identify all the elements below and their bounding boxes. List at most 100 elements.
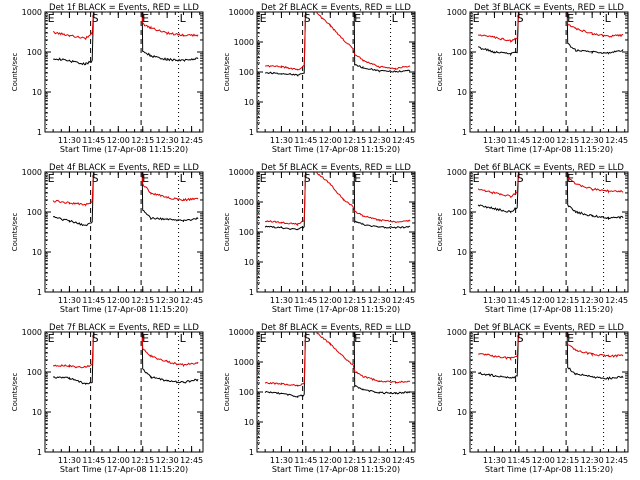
y-tick-label: 10 bbox=[32, 88, 42, 97]
x-tick-label: 11:30 bbox=[58, 136, 81, 145]
x-axis-label: Start Time (17-Apr-08 11:15:20) bbox=[485, 145, 613, 154]
panel-title: Det 9f BLACK = Events, RED = LLD bbox=[474, 323, 624, 333]
y-tick-label: 100 bbox=[239, 68, 254, 77]
marker-label: S bbox=[517, 172, 524, 185]
series-lld-line bbox=[52, 11, 199, 41]
marker-label: S bbox=[517, 332, 524, 345]
x-tick-label: 12:30 bbox=[156, 456, 179, 465]
marker-label: E bbox=[48, 332, 55, 345]
y-tick-label: 10 bbox=[244, 98, 254, 107]
y-tick-label: 1 bbox=[249, 128, 254, 137]
series-lld-line bbox=[264, 331, 411, 387]
y-axis-label: Counts/sec bbox=[223, 213, 231, 252]
x-axis-label: Start Time (17-Apr-08 11:15:20) bbox=[485, 305, 613, 314]
x-tick-label: 11:30 bbox=[483, 136, 506, 145]
x-tick-label: 11:30 bbox=[270, 456, 293, 465]
y-tick-label: 1000 bbox=[234, 358, 254, 367]
series-events-line bbox=[52, 331, 199, 386]
y-axis-label: Counts/sec bbox=[11, 213, 19, 252]
marker-label: E bbox=[142, 332, 149, 345]
panel-title: Det 8f BLACK = Events, RED = LLD bbox=[261, 323, 411, 333]
y-tick-label: 10 bbox=[244, 418, 254, 427]
series-events-line bbox=[477, 331, 624, 381]
marker-label: L bbox=[180, 172, 187, 185]
series-events-line bbox=[52, 11, 199, 66]
series-events-line bbox=[478, 11, 624, 57]
x-tick-label: 12:15 bbox=[556, 456, 579, 465]
marker-label: L bbox=[180, 332, 187, 345]
x-tick-label: 12:00 bbox=[107, 136, 130, 145]
panel-title: Det 1f BLACK = Events, RED = LLD bbox=[49, 3, 199, 13]
marker-label: E bbox=[260, 172, 267, 185]
series-lld-line bbox=[477, 11, 624, 43]
y-tick-label: 100 bbox=[452, 368, 467, 377]
marker-label: E bbox=[567, 332, 574, 345]
series-lld-line bbox=[264, 171, 411, 227]
x-tick-label: 12:30 bbox=[581, 456, 604, 465]
y-axis-label: Counts/sec bbox=[436, 373, 444, 412]
series-lld-line bbox=[477, 171, 624, 199]
y-tick-label: 100 bbox=[27, 208, 42, 217]
marker-label: L bbox=[180, 12, 187, 25]
y-tick-label: 10 bbox=[457, 248, 467, 257]
x-tick-label: 12:45 bbox=[180, 136, 203, 145]
y-tick-label: 1000 bbox=[22, 328, 42, 337]
x-tick-label: 12:45 bbox=[180, 296, 203, 305]
plot-frame bbox=[44, 171, 204, 293]
marker-label: E bbox=[48, 172, 55, 185]
x-tick-label: 12:15 bbox=[556, 136, 579, 145]
y-tick-label: 100 bbox=[27, 48, 42, 57]
y-tick-label: 1000 bbox=[22, 168, 42, 177]
y-tick-label: 10 bbox=[244, 258, 254, 267]
x-tick-label: 12:15 bbox=[343, 136, 366, 145]
panel-title: Det 7f BLACK = Events, RED = LLD bbox=[49, 323, 199, 333]
x-tick-label: 12:45 bbox=[605, 296, 628, 305]
x-tick-label: 12:00 bbox=[107, 456, 130, 465]
x-tick-label: 12:15 bbox=[131, 456, 154, 465]
marker-label: E bbox=[473, 332, 480, 345]
panel-title: Det 4f BLACK = Events, RED = LLD bbox=[49, 163, 199, 173]
x-tick-label: 11:45 bbox=[507, 136, 530, 145]
x-tick-label: 12:45 bbox=[392, 456, 415, 465]
x-axis-label: Start Time (17-Apr-08 11:15:20) bbox=[485, 465, 613, 474]
x-tick-label: 12:30 bbox=[368, 456, 391, 465]
series-events-line bbox=[477, 171, 624, 221]
marker-label: E bbox=[48, 12, 55, 25]
plot-frame bbox=[44, 331, 204, 453]
panel-title: Det 3f BLACK = Events, RED = LLD bbox=[474, 3, 624, 13]
y-tick-label: 1000 bbox=[447, 168, 467, 177]
series-lld-line bbox=[52, 331, 199, 369]
y-tick-label: 1 bbox=[37, 448, 42, 457]
x-tick-label: 11:30 bbox=[58, 296, 81, 305]
marker-label: E bbox=[260, 332, 267, 345]
y-tick-label: 100 bbox=[452, 208, 467, 217]
y-axis-label: Counts/sec bbox=[436, 213, 444, 252]
x-tick-label: 11:30 bbox=[270, 136, 293, 145]
x-tick-label: 12:00 bbox=[532, 456, 555, 465]
y-tick-label: 1000 bbox=[234, 198, 254, 207]
x-tick-label: 11:30 bbox=[270, 296, 293, 305]
x-tick-label: 12:45 bbox=[180, 456, 203, 465]
y-tick-label: 1 bbox=[462, 288, 467, 297]
x-tick-label: 11:45 bbox=[294, 456, 317, 465]
marker-label: E bbox=[142, 172, 149, 185]
x-tick-label: 12:00 bbox=[319, 456, 342, 465]
marker-label: S bbox=[304, 332, 311, 345]
x-tick-label: 12:30 bbox=[581, 296, 604, 305]
y-tick-label: 10000 bbox=[229, 328, 254, 337]
y-tick-label: 10000 bbox=[229, 168, 254, 177]
x-tick-label: 11:30 bbox=[483, 296, 506, 305]
marker-label: E bbox=[473, 172, 480, 185]
series-events-line bbox=[264, 171, 411, 231]
x-tick-label: 11:45 bbox=[82, 136, 105, 145]
y-tick-label: 100 bbox=[239, 388, 254, 397]
series-lld-line bbox=[265, 11, 411, 71]
series-events-line bbox=[264, 11, 411, 77]
series-lld-line bbox=[478, 331, 624, 362]
